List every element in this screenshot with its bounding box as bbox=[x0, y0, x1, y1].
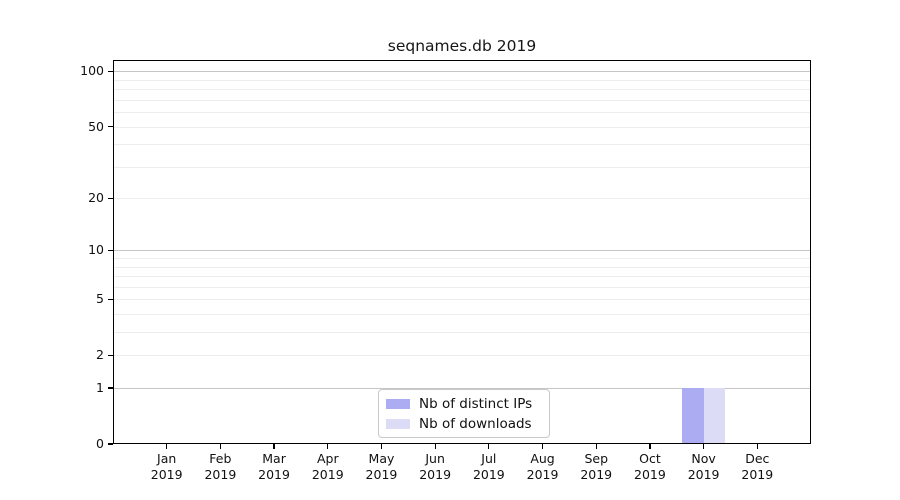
gridline-minor-30 bbox=[113, 166, 811, 168]
x-tick-label-mar: Mar 2019 bbox=[258, 451, 290, 482]
x-tick-oct bbox=[649, 444, 651, 449]
gridline-minor-9 bbox=[113, 258, 811, 260]
x-tick-label-jan: Jan 2019 bbox=[150, 451, 183, 482]
plot-area bbox=[113, 59, 811, 444]
x-tick-apr bbox=[327, 444, 329, 449]
x-tick-label-jun: Jun 2019 bbox=[419, 451, 452, 482]
legend-label-downloads: Nb of downloads bbox=[419, 415, 532, 432]
x-tick-label-may: May 2019 bbox=[365, 451, 398, 482]
gridline-minor-80 bbox=[113, 89, 811, 91]
x-tick-feb bbox=[219, 444, 222, 449]
legend-entry-distinct-ips: Nb of distinct IPs bbox=[386, 396, 541, 412]
x-tick-label-sep: Sep 2019 bbox=[580, 451, 613, 482]
y-tick-label-100: 100 bbox=[80, 63, 104, 79]
x-tick-dec bbox=[756, 444, 758, 449]
legend-swatch-distinct-ips bbox=[386, 398, 410, 409]
y-tick-label-5: 5 bbox=[96, 291, 104, 307]
x-tick-mar bbox=[273, 444, 275, 449]
gridline-minor-90 bbox=[113, 79, 811, 81]
y-tick-10 bbox=[107, 249, 113, 252]
y-tick-label-20: 20 bbox=[88, 190, 104, 206]
bar-nb-of-distinct-ips-nov bbox=[682, 388, 704, 444]
gridline-minor-2 bbox=[113, 355, 811, 357]
x-tick-jun bbox=[434, 444, 436, 449]
gridline-major-1 bbox=[113, 388, 811, 390]
x-tick-label-dec: Dec 2019 bbox=[741, 451, 774, 482]
bar-nb-of-downloads-nov bbox=[703, 388, 726, 444]
x-tick-label-oct: Oct 2019 bbox=[634, 451, 666, 482]
legend-entry-downloads: Nb of downloads bbox=[386, 416, 541, 432]
x-tick-nov bbox=[702, 444, 705, 449]
y-tick-5 bbox=[107, 298, 113, 300]
y-tick-label-50: 50 bbox=[88, 118, 104, 134]
y-tick-label-0: 0 bbox=[96, 436, 104, 451]
gridline-minor-40 bbox=[113, 144, 811, 146]
y-tick-50 bbox=[107, 125, 113, 128]
y-tick-100 bbox=[107, 70, 113, 73]
y-tick-label-10: 10 bbox=[88, 242, 104, 258]
y-tick-0 bbox=[107, 443, 113, 445]
gridline-minor-20 bbox=[113, 198, 811, 200]
x-tick-aug bbox=[541, 444, 544, 449]
gridline-minor-7 bbox=[113, 276, 811, 278]
x-tick-label-aug: Aug 2019 bbox=[526, 451, 559, 482]
gridline-minor-70 bbox=[113, 99, 811, 101]
x-tick-label-feb: Feb 2019 bbox=[204, 451, 237, 482]
gridline-minor-4 bbox=[113, 314, 811, 316]
gridline-major-100 bbox=[113, 71, 811, 73]
gridline-major-10 bbox=[113, 250, 811, 252]
legend-swatch-downloads bbox=[386, 418, 410, 429]
gridline-minor-6 bbox=[113, 286, 811, 288]
legend-label-distinct-ips: Nb of distinct IPs bbox=[419, 395, 533, 412]
y-tick-20 bbox=[107, 197, 113, 199]
gridline-minor-8 bbox=[113, 266, 811, 268]
y-tick-1 bbox=[107, 387, 113, 389]
legend: Nb of distinct IPs Nb of downloads bbox=[378, 389, 550, 438]
gridline-minor-5 bbox=[113, 299, 811, 301]
x-tick-jan bbox=[166, 444, 168, 449]
gridline-minor-3 bbox=[113, 332, 811, 334]
x-tick-label-apr: Apr 2019 bbox=[311, 451, 344, 482]
y-tick-label-2: 2 bbox=[96, 347, 104, 363]
x-tick-label-nov: Nov 2019 bbox=[687, 451, 720, 482]
chart-title: seqnames.db 2019 bbox=[387, 37, 537, 55]
y-tick-2 bbox=[107, 354, 113, 356]
x-tick-jul bbox=[488, 444, 490, 449]
y-tick-label-1: 1 bbox=[96, 380, 104, 396]
x-tick-sep bbox=[595, 444, 597, 449]
gridline-minor-60 bbox=[113, 112, 811, 114]
x-tick-may bbox=[380, 444, 383, 449]
x-tick-label-jul: Jul 2019 bbox=[472, 451, 505, 482]
gridline-minor-50 bbox=[113, 126, 811, 128]
